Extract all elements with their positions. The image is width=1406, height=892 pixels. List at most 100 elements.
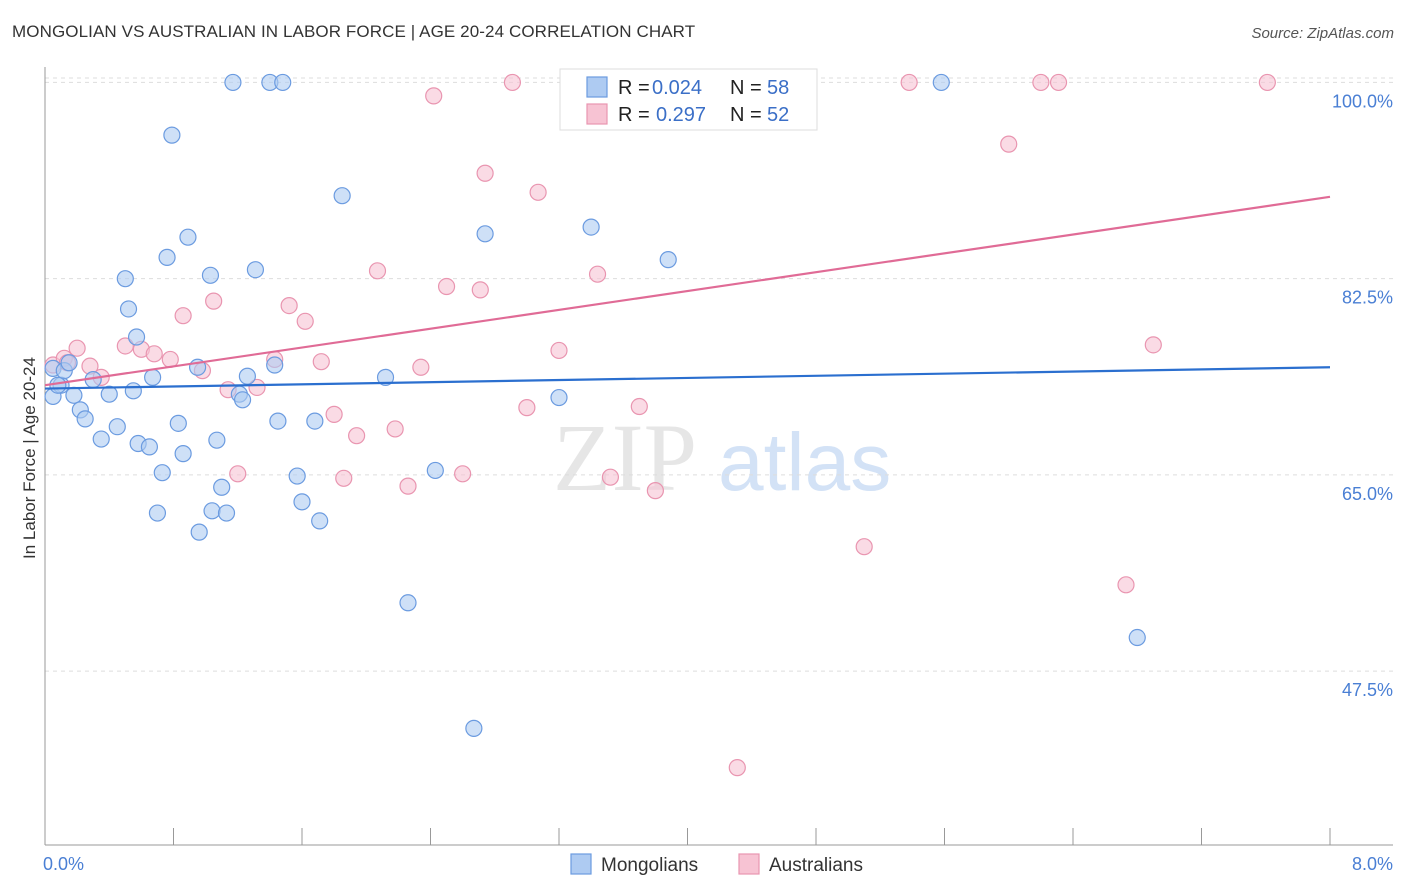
australians-point: [312, 353, 330, 371]
bottom-legend-swatch-australians: [738, 853, 760, 875]
australians-point: [646, 482, 664, 500]
chart-title: MONGOLIAN VS AUSTRALIAN IN LABOR FORCE |…: [12, 22, 696, 41]
australians-point: [550, 341, 568, 360]
australians-point: [1032, 73, 1050, 92]
mongolians-point: [158, 248, 176, 266]
y-tick-label: 47.5%: [1342, 680, 1393, 700]
mongolians-point: [582, 218, 600, 236]
mongolians-point: [217, 504, 236, 522]
australians-point: [855, 538, 873, 556]
australians-point: [900, 73, 918, 92]
australians-point: [1049, 73, 1068, 92]
mongolians-point: [266, 356, 284, 374]
mongolians-point: [233, 391, 252, 409]
bottom-legend-swatch-mongolians: [570, 853, 592, 875]
mongolians-point: [124, 382, 142, 400]
bottom-legend-mongolians: Mongolians: [601, 855, 698, 876]
legend-r-label-1: R =: [618, 77, 650, 99]
australians-point: [368, 262, 387, 280]
australians-point: [601, 468, 620, 486]
mongolians-point: [76, 410, 94, 428]
australians-point: [248, 378, 266, 397]
legend-r-value-1: 0.024: [652, 77, 702, 99]
mongolians-point: [238, 367, 256, 385]
australians-point: [728, 759, 746, 777]
mongolians-point: [144, 368, 162, 386]
australians-point: [335, 469, 353, 487]
australians-point: [1144, 336, 1162, 354]
mongolians-point: [92, 430, 110, 448]
mongolians-point: [116, 270, 134, 288]
y-tick-labels: 47.5% 65.0% 82.5% 100.0%: [1332, 91, 1393, 700]
australians-trend-line: [44, 195, 1331, 387]
mongolians-point: [476, 225, 494, 243]
australians-point: [386, 420, 404, 438]
australians-point: [518, 399, 536, 417]
trend-lines: [44, 195, 1331, 390]
y-tick-label: 65.0%: [1342, 484, 1393, 504]
mongolians-point: [550, 388, 568, 407]
australians-point: [630, 397, 648, 416]
mongolians-point: [65, 386, 83, 404]
watermark-atlas: atlas: [718, 417, 891, 508]
mongolians-point: [140, 438, 159, 456]
australians-point: [174, 307, 192, 325]
mongolians-point: [224, 73, 242, 92]
mongolians-point: [426, 461, 444, 480]
mongolians-point: [208, 431, 226, 449]
mongolians-point: [179, 228, 197, 246]
axes: [44, 67, 1393, 846]
mongolians-point: [311, 512, 329, 530]
mongolians-point: [293, 493, 311, 511]
australians-point: [205, 292, 223, 310]
mongolians-point: [148, 504, 167, 522]
watermark-zip: ZIP: [553, 404, 697, 511]
australians-point: [529, 183, 547, 201]
legend-n-value-1: 58: [767, 77, 789, 99]
x-tick-label: 8.0%: [1352, 854, 1393, 874]
mongolians-point: [108, 418, 126, 436]
mongolians-point: [306, 412, 324, 430]
australians-point: [145, 345, 163, 363]
australians-point: [476, 164, 494, 182]
legend-n-label-2: N =: [730, 104, 762, 126]
mongolians-point: [274, 73, 292, 92]
legend-swatch-mongolians: [586, 76, 608, 98]
mongolians-trend-line: [44, 366, 1331, 390]
australians-point: [412, 358, 430, 376]
y-tick-label: 82.5%: [1342, 288, 1393, 308]
mongolians-point: [127, 328, 146, 346]
mongolians-point: [203, 502, 221, 520]
x-tick-labels: 0.0% 8.0%: [43, 854, 1393, 874]
legend-n-label-1: N =: [730, 77, 762, 99]
mongolians-point: [100, 385, 118, 403]
australians-point: [325, 405, 343, 423]
mongolians-point: [288, 467, 306, 485]
mongolians-point: [190, 523, 208, 541]
australians-point: [68, 339, 86, 357]
australians-point: [471, 281, 489, 299]
legend-r-value-2: 0.297: [656, 104, 706, 126]
mongolians-point: [119, 300, 138, 318]
mongolians-point: [932, 73, 950, 92]
australians-point: [229, 465, 247, 483]
x-tick-label: 0.0%: [43, 854, 84, 874]
mongolians-point: [246, 261, 265, 279]
legend-n-value-2: 52: [767, 104, 789, 126]
y-axis-label: In Labor Force | Age 20-24: [20, 357, 39, 559]
source-label: Source: ZipAtlas.com: [1251, 25, 1394, 42]
bottom-legend: Mongolians Australians: [570, 853, 863, 876]
australians-point: [588, 265, 607, 283]
australians-point: [296, 312, 314, 330]
australians-point: [1000, 135, 1018, 153]
australians-point: [280, 296, 298, 315]
legend-r-label-2: R =: [618, 104, 650, 126]
mongolians-point: [465, 719, 483, 737]
australians-point: [348, 427, 366, 445]
mongolians-point: [1128, 628, 1146, 647]
australians-point: [1117, 576, 1135, 594]
y-tick-label: 100.0%: [1332, 91, 1393, 111]
mongolians-point: [174, 445, 192, 463]
mongolians-point: [376, 368, 395, 386]
australians-point: [454, 465, 472, 483]
